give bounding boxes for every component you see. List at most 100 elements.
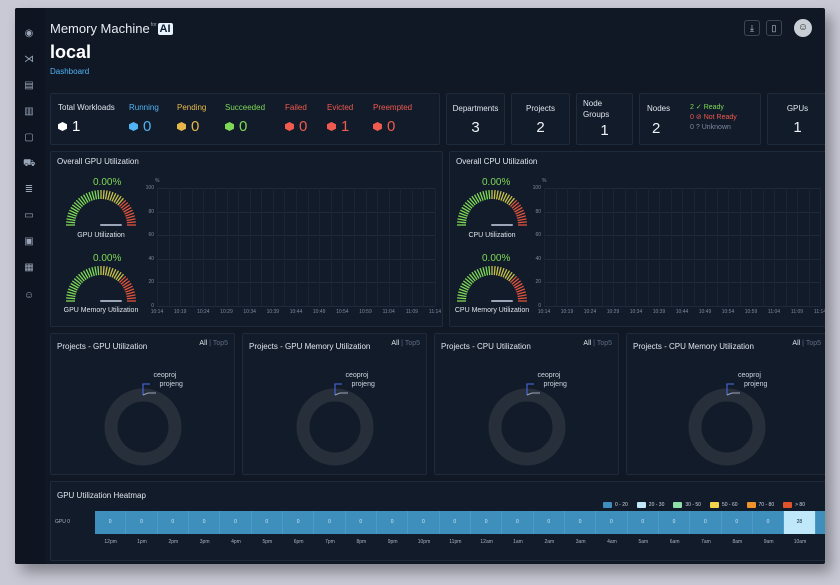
heatmap-cell[interactable]: 0 [314,511,346,534]
breadcrumb-dashboard[interactable]: Dashboard [50,67,90,76]
nodes-unknown-count: 0 [690,124,694,131]
grid-line [307,188,309,306]
x-tick: 10:49 [312,309,326,315]
all-top5-toggle: All | Top5 [583,340,612,347]
document-icon[interactable]: ▣ [24,236,34,247]
x-tick: 10:19 [173,309,187,315]
node-groups-card[interactable]: Node Groups 1 [576,93,633,145]
app-window: ◉ ⋊ ▤ ▥ ▢ ⛟ ≣ ▭ ▣ ▦ ☺ Memory Machine for… [15,8,825,564]
workload-evicted-label: Evicted [327,103,354,112]
toggle-all[interactable]: All [792,340,801,347]
workload-running-value: 0 [143,118,152,135]
heatmap-cell[interactable]: 0 [815,511,825,534]
all-top5-toggle: All | Top5 [199,340,228,347]
heatmap-cell[interactable]: 0 [721,511,753,534]
heatmap-hour: 1am [513,539,523,545]
y-tick: 80 [148,208,154,215]
toggle-top5[interactable]: Top5 [596,340,612,347]
heatmap-cell[interactable]: 0 [439,511,471,534]
grid-line [191,188,193,306]
monitor-icon[interactable]: ▢ [24,132,34,143]
legend-range: > 80 [795,502,805,508]
grid-line [435,188,436,306]
heatmap-cell[interactable]: 0 [157,511,189,534]
heatmap-cell[interactable]: 0 [690,511,722,534]
cpu-util-gauge [457,190,527,226]
hexagon-icon [129,122,138,131]
toggle-top5[interactable]: Top5 [404,340,420,347]
heatmap-cell[interactable]: 0 [752,511,785,534]
all-top5-toggle: All | Top5 [391,340,420,347]
heatmap-cell[interactable]: 28 [784,511,816,534]
heatmap-hour: 3am [575,539,586,545]
x-tick: 10:39 [652,309,666,315]
grid-line [751,188,752,306]
list-icon[interactable]: ≣ [24,184,34,195]
heatmap-hour: 10am [793,539,807,545]
heatmap-cell[interactable]: 0 [251,511,283,534]
legend-projeng: projeng [744,381,768,388]
truck-icon[interactable]: ⛟ [23,158,36,169]
hexagon-icon [225,122,234,131]
all-top5-toggle: All | Top5 [792,340,821,347]
gpus-label: GPUs [786,104,809,113]
workload-preempted-label: Preempted [373,103,413,112]
brand-name: Memory Machine [50,21,150,36]
download-button[interactable]: ⤓ [744,20,760,36]
clipboard-icon: ▯ [771,23,777,33]
clipboard-button[interactable]: ▯ [766,20,782,36]
display-icon[interactable]: ▭ [24,210,34,221]
heatmap-cell[interactable]: 0 [470,511,503,534]
heatmap-cell[interactable]: 0 [502,511,534,534]
workload-pending-label: Pending [177,103,207,112]
heatmap-cell[interactable]: 0 [188,511,221,534]
nodes-card[interactable]: Nodes 2 2 ✓ Ready 0 ⊘ Not Ready 0 ? Unkn… [639,93,761,145]
avatar[interactable]: ☺ [794,19,812,37]
y-tick: 0 [151,303,154,309]
gpus-card[interactable]: GPUs 1 [767,93,825,145]
legend-ceoproj: ceoproj [345,372,369,379]
alert-circle-icon: ⊘ [695,114,702,121]
check-circle-icon: ✓ [695,104,702,111]
toggle-top5[interactable]: Top5 [805,340,821,347]
heatmap-cell[interactable]: 0 [126,511,158,534]
heatmap-cell[interactable]: 0 [658,511,691,534]
toggle-all[interactable]: All [583,340,592,347]
user-icon[interactable]: ☺ [23,290,35,301]
toggle-all[interactable]: All [391,340,400,347]
x-tick: 10:59 [744,309,758,315]
grid-line [157,188,158,306]
heatmap-cell[interactable]: 0 [596,511,628,534]
workflow-icon[interactable]: ⋊ [24,54,34,65]
toggle-all[interactable]: All [199,340,208,347]
notes-icon[interactable]: ▦ [24,262,34,273]
grid-line [636,188,637,306]
heatmap-cell[interactable]: 0 [345,511,377,534]
heatmap-cell[interactable]: 0 [627,511,659,534]
grid-line [544,188,545,306]
grid-line [296,188,297,306]
legend-range: 30 - 50 [685,502,701,508]
projects-gpu-mem-panel: Projects - GPU Memory Utilization All | … [242,333,427,475]
workload-preempted-value: 0 [387,118,396,135]
toggle-top5[interactable]: Top5 [212,340,228,347]
dashboard-icon[interactable]: ◉ [24,28,34,39]
grid-line [601,188,603,306]
y-tick: 100 [532,185,541,191]
server-icon[interactable]: ▤ [24,80,34,91]
heatmap-cell[interactable]: 0 [533,511,565,534]
heatmap-cell[interactable]: 0 [220,511,252,534]
building-icon[interactable]: ▥ [24,106,34,117]
heatmap-cell[interactable]: 0 [282,511,315,534]
legend-projeng: projeng [159,381,183,388]
heatmap-cell[interactable]: 0 [376,511,409,534]
y-tick: 40 [535,255,541,262]
nodes-value: 2 [652,120,661,137]
workload-running: Running 0 [129,103,159,135]
heatmap-cell[interactable]: 0 [408,511,440,534]
heatmap-cell[interactable]: 0 [564,511,597,534]
heatmap-cell[interactable]: 0 [95,511,127,534]
departments-card[interactable]: Departments 3 [446,93,505,145]
projects-card[interactable]: Projects 2 [511,93,570,145]
legend-swatch [783,502,793,508]
